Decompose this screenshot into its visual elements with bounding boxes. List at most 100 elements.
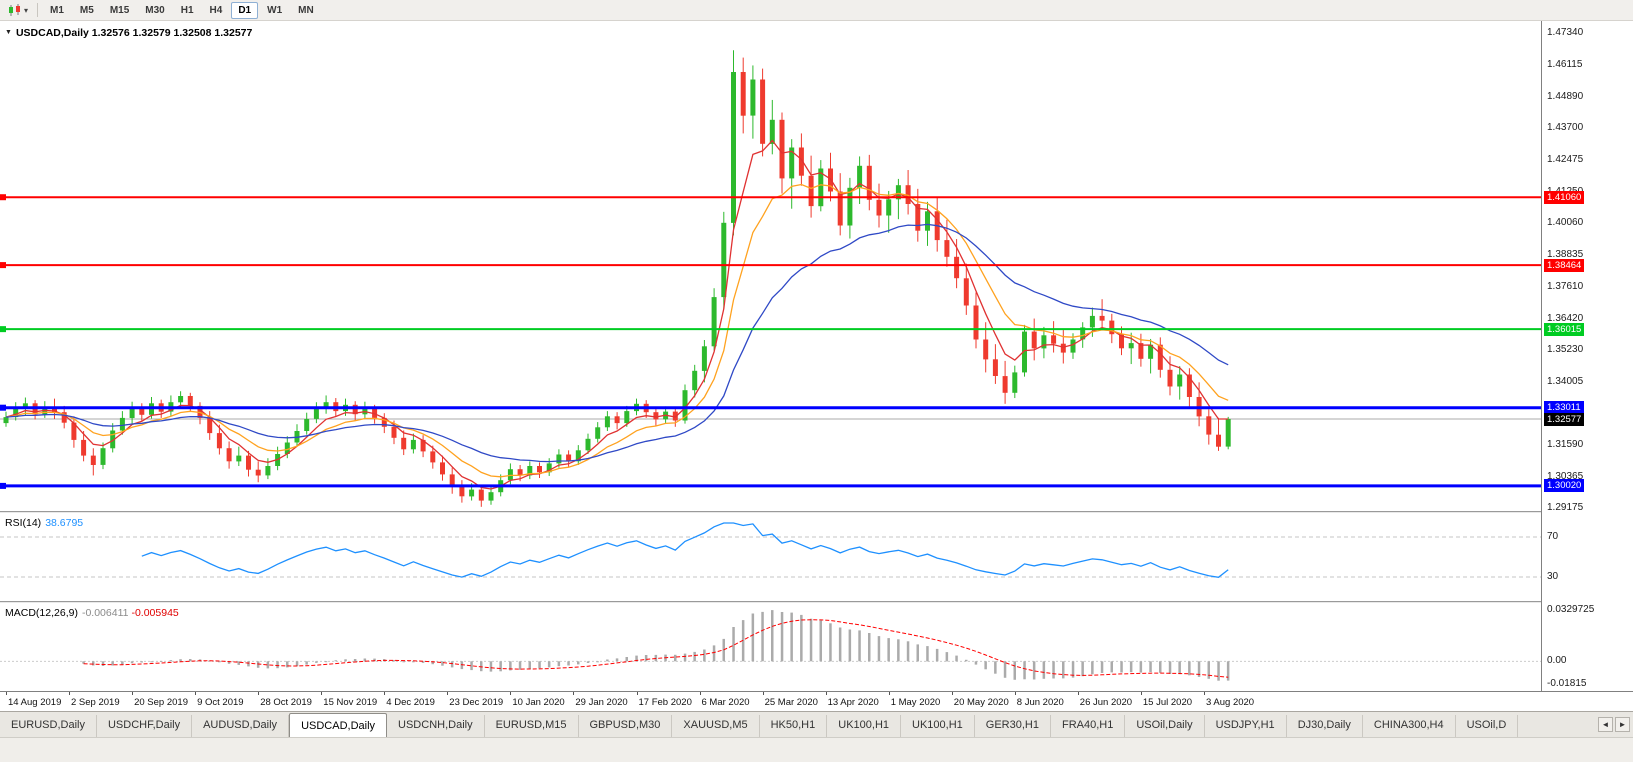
chart-tab-usdjpy-h1[interactable]: USDJPY,H1 [1205, 715, 1287, 737]
rsi-current-value: 38.6795 [45, 517, 84, 529]
chart-tab-audusd-daily[interactable]: AUDUSD,Daily [192, 715, 290, 737]
hline-price-badge: 1.36015 [1544, 322, 1585, 336]
pane-separator[interactable] [0, 601, 1633, 603]
rsi-line [141, 522, 1229, 578]
date-label: 28 Oct 2019 [260, 697, 312, 708]
macd-axis-zero: 0.00 [1547, 655, 1567, 667]
date-tick-mark [195, 692, 197, 695]
chart-tab-china300-h4[interactable]: CHINA300,H4 [1363, 715, 1456, 737]
period-button-m30[interactable]: M30 [145, 4, 165, 16]
price-axis: 1.473401.461151.448901.437001.424751.412… [1541, 21, 1633, 691]
horizontal-lines-layer [0, 194, 1541, 489]
chart-type-button[interactable]: ▾ [3, 2, 32, 19]
rsi-indicator-chart[interactable] [0, 513, 1541, 601]
date-tick-mark [888, 692, 890, 695]
chart-tab-dj30-daily[interactable]: DJ30,Daily [1287, 715, 1363, 737]
macd-axis-max: 0.0329725 [1547, 604, 1595, 615]
tab-scroll-right-button[interactable]: ► [1615, 717, 1630, 732]
chart-tab-fra40-h1[interactable]: FRA40,H1 [1051, 715, 1126, 737]
pane-separator[interactable] [0, 511, 1633, 513]
chart-tab-eurusd-m15[interactable]: EURUSD,M15 [485, 715, 579, 737]
chart-tab-hk50-h1[interactable]: HK50,H1 [760, 715, 828, 737]
chart-tab-eurusd-daily[interactable]: EURUSD,Daily [0, 715, 97, 737]
price-tick: 1.30365 [1547, 470, 1584, 482]
period-button-h4[interactable]: H4 [209, 4, 223, 16]
price-tick: 1.31590 [1547, 438, 1584, 450]
date-label: 14 Aug 2019 [8, 697, 62, 708]
date-label: 15 Nov 2019 [323, 697, 378, 708]
date-tick-mark [1077, 692, 1079, 695]
price-tick: 1.40060 [1547, 217, 1584, 229]
price-tick: 1.38835 [1547, 249, 1584, 261]
chart-tab-xauusd-m5[interactable]: XAUUSD,M5 [672, 715, 760, 737]
chart-tab-gbpusd-m30[interactable]: GBPUSD,M30 [579, 715, 673, 737]
chart-workspace[interactable]: 14 Aug 2019 2 Sep 2019 20 Sep 2019 9 Oct 20… [0, 21, 1633, 711]
candlestick-chart-icon [9, 3, 20, 16]
rsi-level-label: 30 [1547, 571, 1559, 582]
period-button-m15[interactable]: M15 [109, 4, 130, 16]
date-label: 20 May 2020 [953, 697, 1009, 708]
period-button-m1[interactable]: M1 [50, 4, 64, 16]
date-label: 8 Jun 2020 [1016, 697, 1064, 708]
chart-ohlc-title: USDCAD,Daily 1.32576 1.32579 1.32508 1.3… [15, 27, 253, 39]
rsi-indicator-name: RSI(14) [5, 517, 42, 529]
macd-main-value: -0.006411 [81, 607, 129, 619]
period-button-m5[interactable]: M5 [79, 4, 94, 16]
date-tick-mark [825, 692, 827, 695]
period-button-d1[interactable]: D1 [231, 1, 259, 19]
chart-tab-uk100-h1[interactable]: UK100,H1 [901, 715, 975, 737]
chart-tab-usdcad-daily[interactable]: USDCAD,Daily [289, 713, 388, 737]
price-tick: 1.47340 [1547, 27, 1584, 38]
date-label: 3 Aug 2020 [1206, 697, 1255, 708]
price-tick: 1.29175 [1547, 502, 1584, 513]
candles-layer [3, 50, 1231, 507]
date-tick-mark [447, 692, 449, 695]
chart-tab-usdcnh-daily[interactable]: USDCNH,Daily [387, 715, 485, 737]
chart-title-bar: ▼ USDCAD,Daily 1.32576 1.32579 1.32508 1.… [5, 27, 252, 39]
price-tick: 1.42475 [1547, 154, 1584, 166]
hline-price-badge: 1.33011 [1544, 401, 1584, 415]
date-label: 2 Sep 2019 [71, 697, 120, 708]
chart-tab-usoil-daily[interactable]: USOil,Daily [1125, 715, 1205, 737]
toolbar-separator [37, 3, 39, 17]
date-label: 6 Mar 2020 [701, 697, 750, 708]
rsi-level-label: 70 [1547, 531, 1559, 542]
tab-scroll-controls: ◄ ► [1595, 712, 1633, 737]
period-button-h1[interactable]: H1 [180, 4, 194, 16]
rsi-label: RSI(14) 38.6795 [5, 517, 83, 529]
date-label: 23 Dec 2019 [449, 697, 504, 708]
date-tick-mark [636, 692, 638, 695]
hline-price-badge: 1.30020 [1544, 479, 1585, 493]
date-label: 15 Jul 2020 [1142, 697, 1193, 708]
date-label: 17 Feb 2020 [638, 697, 692, 708]
date-label: 13 Apr 2020 [827, 697, 879, 708]
chart-tab-uk100-h1[interactable]: UK100,H1 [827, 715, 902, 737]
date-tick-mark [69, 692, 70, 695]
period-button-mn[interactable]: MN [298, 4, 314, 16]
price-tick: 1.37610 [1547, 281, 1584, 293]
period-button-w1[interactable]: W1 [267, 4, 283, 16]
timeframe-buttons: M1 M5 M15 M30 H1 H4 D1 W1 MN [43, 1, 321, 19]
date-tick-mark [258, 692, 260, 695]
chart-tab-ger30-h1[interactable]: GER30,H1 [975, 715, 1051, 737]
chart-tab-usoil-d[interactable]: USOil,D [1456, 715, 1519, 737]
chart-tab-usdchf-daily[interactable]: USDCHF,Daily [97, 715, 193, 737]
date-tick-mark [1204, 692, 1205, 695]
quick-trade-toggle-icon[interactable]: ▼ [5, 29, 12, 36]
status-bar [0, 737, 1633, 762]
date-tick-mark [321, 692, 323, 695]
tab-scroll-left-button[interactable]: ◄ [1598, 717, 1613, 732]
macd-signal-value: -0.005945 [131, 607, 179, 619]
date-label: 25 Mar 2020 [764, 697, 818, 708]
chart-tabs: EURUSD,Daily USDCHF,Daily AUDUSD,Daily USDC… [0, 712, 1595, 737]
date-tick-mark [384, 692, 386, 695]
main-price-chart[interactable] [0, 21, 1541, 511]
current-price-badge: 1.32577 [1544, 412, 1585, 426]
price-tick: 1.36420 [1547, 312, 1584, 324]
chart-tab-bar: EURUSD,Daily USDCHF,Daily AUDUSD,Daily USDC… [0, 711, 1633, 737]
macd-indicator-chart[interactable] [0, 603, 1541, 691]
price-tick: 1.46115 [1547, 59, 1583, 70]
price-tick: 1.44890 [1547, 91, 1584, 103]
date-label: 10 Jan 2020 [512, 697, 565, 708]
